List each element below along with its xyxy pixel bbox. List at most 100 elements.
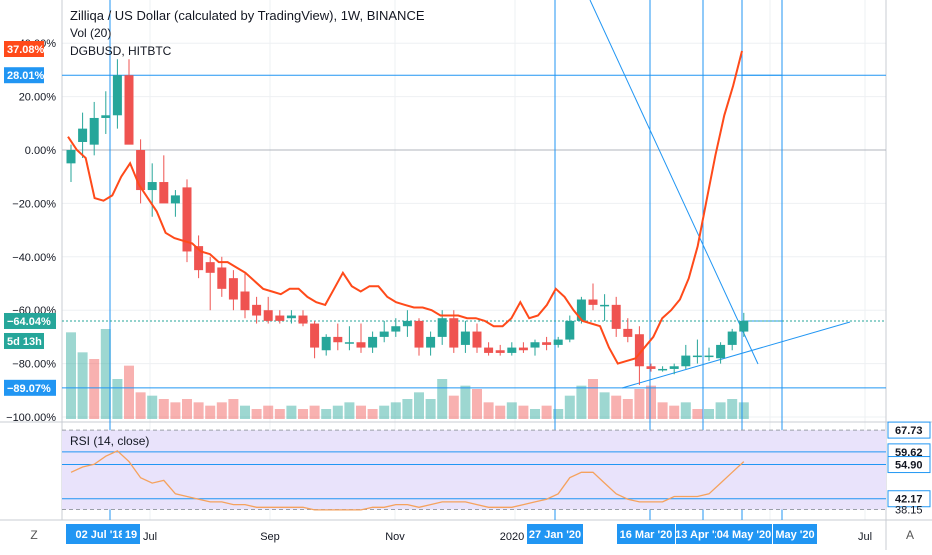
candle[interactable] xyxy=(472,331,482,348)
compare-legend[interactable]: DGBUSD, HITBTC xyxy=(70,44,172,58)
badge-countdown[interactable]: 5d 13h xyxy=(4,332,44,349)
badge-upper-line[interactable]: 28.01% xyxy=(4,67,45,84)
candle[interactable] xyxy=(263,310,273,321)
candle[interactable] xyxy=(89,117,99,145)
time-badge-bg xyxy=(617,524,675,544)
candle[interactable] xyxy=(205,262,215,273)
candle[interactable] xyxy=(484,347,494,353)
candle[interactable] xyxy=(600,304,610,307)
candle[interactable] xyxy=(286,315,296,319)
auto-scale-icon[interactable]: A xyxy=(905,528,914,542)
candle[interactable] xyxy=(669,366,679,369)
candle[interactable] xyxy=(460,331,470,345)
time-badge[interactable]: 04 May '20 xyxy=(716,524,772,544)
candle[interactable] xyxy=(553,339,563,345)
candle[interactable] xyxy=(147,182,157,191)
candle[interactable] xyxy=(576,299,586,321)
time-badge[interactable]: 13 Apr '20 xyxy=(675,524,727,544)
volume-bar xyxy=(356,405,366,419)
time-badge[interactable]: 27 Jan '20 xyxy=(527,524,583,544)
candle[interactable] xyxy=(240,291,250,311)
time-badge-text: 19 xyxy=(125,529,137,541)
candle[interactable] xyxy=(321,336,331,351)
candle[interactable] xyxy=(658,368,668,371)
candle[interactable] xyxy=(368,336,378,348)
candle[interactable] xyxy=(298,315,308,324)
candle[interactable] xyxy=(692,355,702,358)
candle[interactable] xyxy=(565,320,575,340)
badge-compare-last-bg xyxy=(4,41,44,57)
candle[interactable] xyxy=(414,320,424,348)
time-badge[interactable]: May '20 xyxy=(773,524,817,544)
candle[interactable] xyxy=(495,350,505,353)
candle[interactable] xyxy=(426,336,436,348)
time-badge[interactable]: 16 Mar '20 xyxy=(617,524,675,544)
candle[interactable] xyxy=(437,318,447,337)
candle[interactable] xyxy=(542,342,552,345)
volume-bar xyxy=(495,405,506,419)
volume-bar xyxy=(541,405,552,419)
candle[interactable] xyxy=(704,355,714,358)
candle[interactable] xyxy=(402,320,412,327)
candle[interactable] xyxy=(112,75,122,116)
volume-bar xyxy=(367,409,378,419)
candle[interactable] xyxy=(101,115,111,118)
badge-compare-last[interactable]: 37.08% xyxy=(4,41,45,57)
candle[interactable] xyxy=(739,320,749,332)
candle[interactable] xyxy=(449,318,459,348)
candle[interactable] xyxy=(391,326,401,332)
candle[interactable] xyxy=(333,336,343,343)
rsi-line[interactable] xyxy=(70,450,745,511)
candle[interactable] xyxy=(124,75,134,145)
candle[interactable] xyxy=(217,267,227,289)
candle[interactable] xyxy=(136,150,146,191)
time-badge[interactable]: 02 Jul '18 xyxy=(66,524,134,544)
chart-title: Zilliqa / US Dollar (calculated by Tradi… xyxy=(70,8,425,23)
compare-series-line[interactable] xyxy=(67,50,743,365)
candle[interactable] xyxy=(66,150,76,164)
candle[interactable] xyxy=(727,331,737,345)
badge-lower-line[interactable]: −89.07% xyxy=(4,379,56,396)
volume-bar xyxy=(425,399,436,419)
rsi-tick-label: 42.17 xyxy=(895,494,923,506)
candle[interactable] xyxy=(518,347,528,351)
candle[interactable] xyxy=(681,355,691,367)
candle[interactable] xyxy=(344,342,354,344)
candle[interactable] xyxy=(634,334,644,367)
time-badge-text: 13 Apr '20 xyxy=(675,529,727,541)
candle[interactable] xyxy=(623,328,633,337)
candle[interactable] xyxy=(356,342,366,348)
candle[interactable] xyxy=(716,344,726,359)
rsi-legend[interactable]: RSI (14, close) xyxy=(70,434,150,448)
trend-line-down[interactable] xyxy=(589,0,759,365)
candle[interactable] xyxy=(252,304,262,316)
candle[interactable] xyxy=(588,299,598,305)
candle[interactable] xyxy=(507,347,517,353)
candle[interactable] xyxy=(228,278,238,300)
candle[interactable] xyxy=(611,304,621,329)
volume-bar xyxy=(170,402,181,419)
candle[interactable] xyxy=(194,246,204,271)
candle[interactable] xyxy=(78,128,88,142)
time-badge[interactable]: 19 xyxy=(122,524,140,544)
volume-bar xyxy=(298,409,308,419)
badge-last-price-bg xyxy=(4,312,56,329)
rsi-tick-box xyxy=(887,490,931,508)
candle[interactable] xyxy=(159,182,169,204)
candle[interactable] xyxy=(170,195,180,204)
candle[interactable] xyxy=(530,342,540,348)
trend-line-up[interactable] xyxy=(621,321,851,389)
candle[interactable] xyxy=(275,315,285,321)
candle[interactable] xyxy=(646,366,656,369)
badge-last-price[interactable]: −64.04% xyxy=(4,312,56,329)
volume-bar xyxy=(448,395,459,419)
candle[interactable] xyxy=(182,187,192,252)
price-tick-label: −40.00% xyxy=(12,252,56,264)
time-tick-label: Nov xyxy=(385,531,405,543)
volume-legend[interactable]: Vol (20) xyxy=(70,26,112,40)
candle[interactable] xyxy=(379,331,389,337)
tradingview-logo-icon[interactable]: Z xyxy=(30,528,38,542)
candle[interactable] xyxy=(310,323,320,348)
